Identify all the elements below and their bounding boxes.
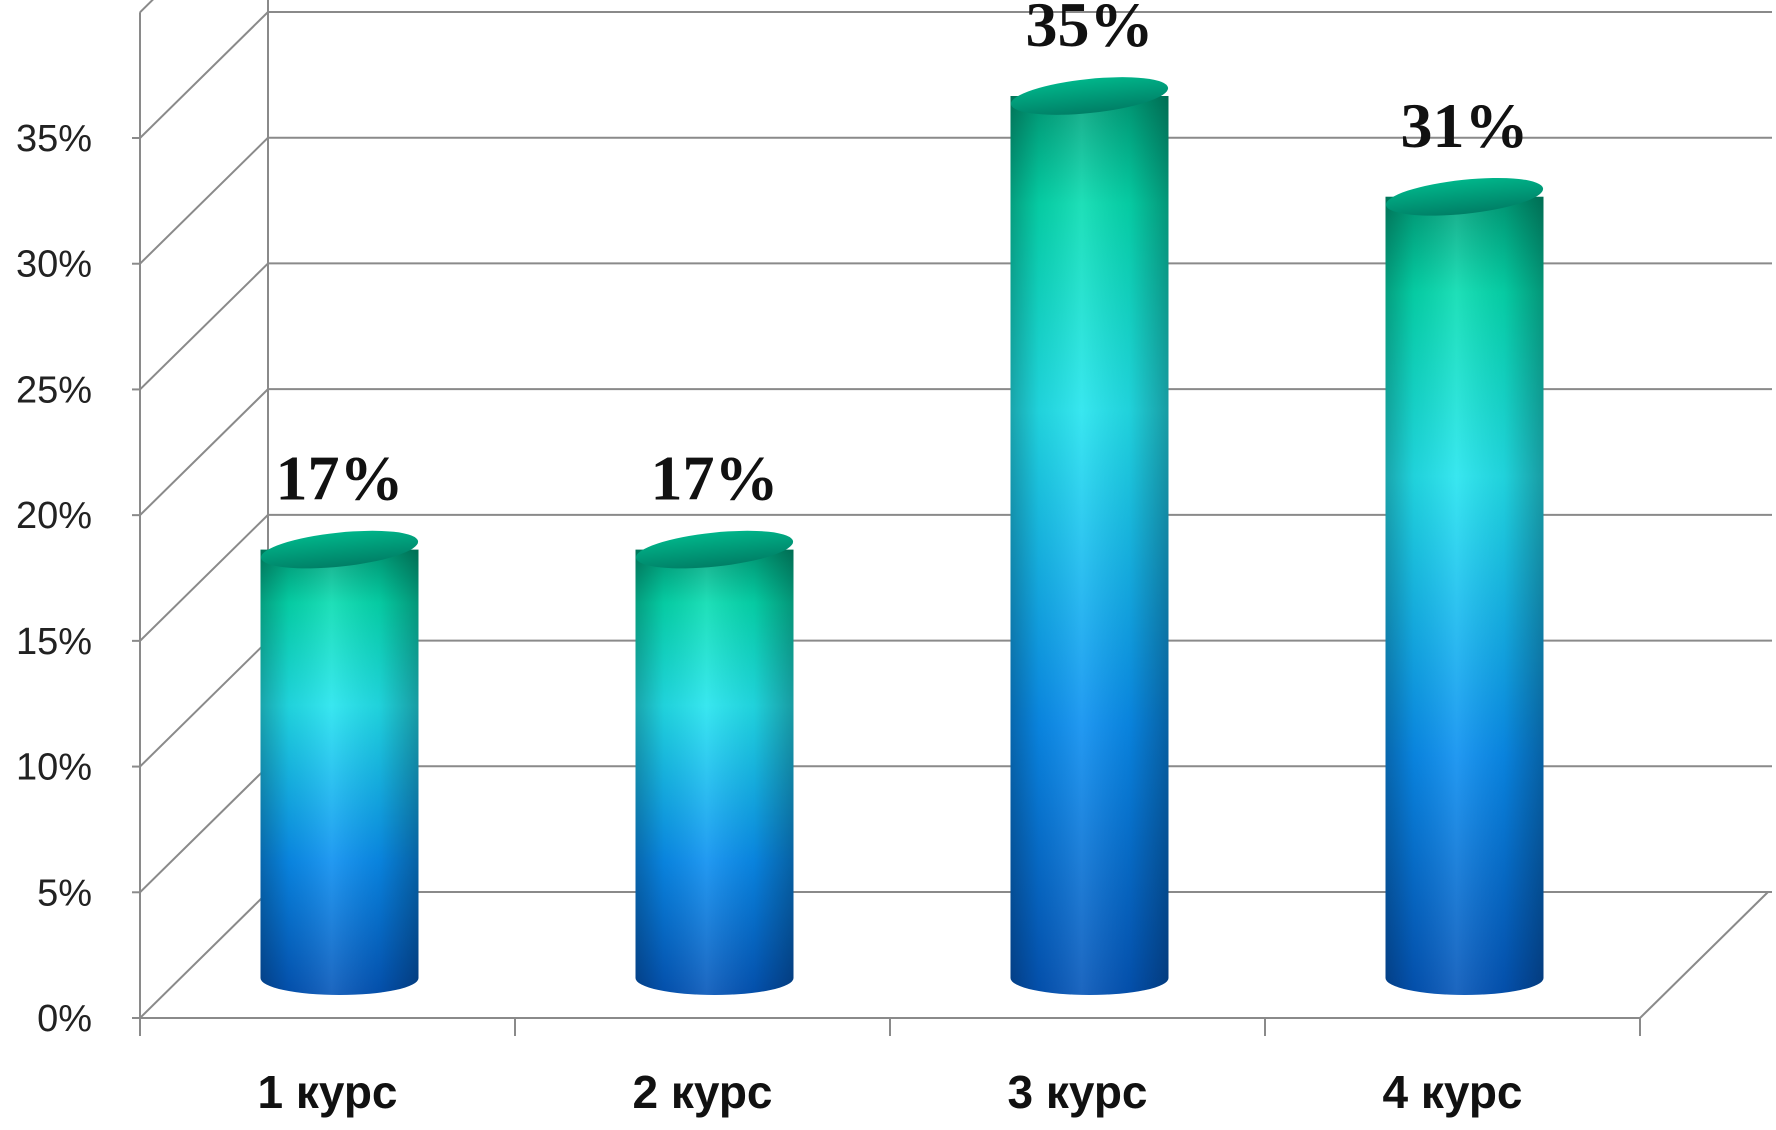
data-labels: 17% 17% 35% 31%: [276, 0, 1529, 514]
gridline-diagonal: [139, 891, 269, 1019]
y-tick-label: 0%: [37, 998, 92, 1040]
bar-4: [1385, 177, 1544, 996]
bar-1: [260, 530, 419, 995]
bar-top: [1010, 77, 1169, 115]
data-label: 31%: [1401, 90, 1529, 161]
gridline-diagonal: [139, 262, 269, 391]
gridline-diagonal: [139, 388, 269, 516]
bar-3: [1010, 77, 1169, 995]
y-tick-label: 25%: [16, 369, 92, 411]
bar-shading: [260, 549, 419, 995]
x-category-label: 2 курс: [632, 1066, 772, 1118]
chart-bars: [260, 77, 1544, 996]
y-tick-label: 15%: [16, 621, 92, 663]
x-category-label: 4 курс: [1382, 1066, 1522, 1118]
bar-shading: [1010, 96, 1169, 995]
data-label: 35%: [1026, 0, 1154, 60]
x-category-label: 3 курс: [1007, 1066, 1147, 1118]
gridline-diagonal: [139, 639, 269, 768]
floor-right-edge: [1639, 891, 1769, 1019]
bar-top: [1385, 177, 1544, 216]
gridline-diagonal: [139, 0, 154, 13]
gridline-diagonal: [139, 514, 269, 642]
gridline-diagonal: [139, 11, 269, 139]
y-tick-label: 30%: [16, 244, 92, 286]
x-axis-labels: 1 курс 2 курс 3 курс 4 курс: [257, 1066, 1522, 1118]
y-tick-label: 10%: [16, 747, 92, 789]
bar-top: [260, 530, 419, 569]
bar-shading: [635, 549, 794, 995]
data-label: 17%: [651, 443, 779, 514]
bar-top: [635, 530, 794, 569]
gridline-diagonal: [139, 765, 269, 893]
bar-shading: [1385, 196, 1544, 996]
y-tick-label: 35%: [16, 118, 92, 160]
data-label: 17%: [276, 443, 404, 514]
y-axis-tick-labels: 0% 5% 10% 15% 20% 25% 30% 35%: [16, 118, 92, 1040]
x-category-label: 1 курс: [257, 1066, 397, 1118]
y-tick-label: 5%: [37, 872, 92, 914]
y-tick-label: 20%: [16, 495, 92, 537]
bar-2: [635, 530, 794, 995]
gridline-diagonal: [139, 137, 269, 265]
